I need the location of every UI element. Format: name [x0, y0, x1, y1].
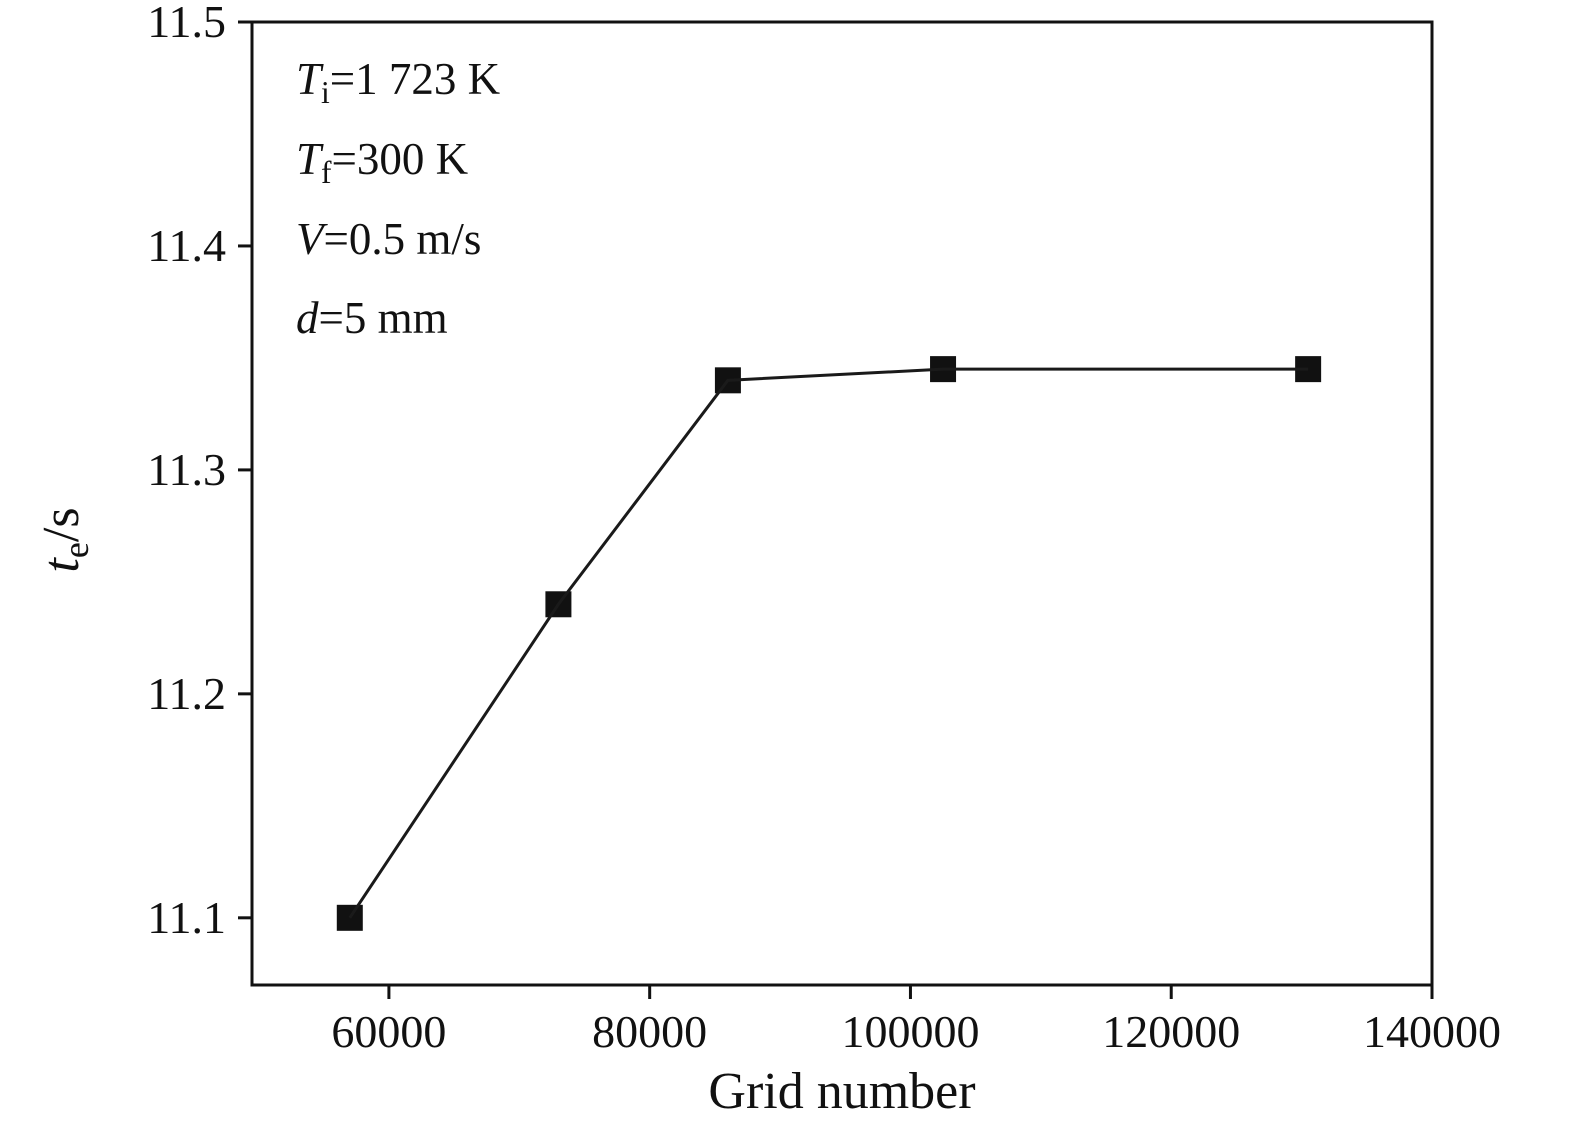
annotation-line-d: d=5 mm — [296, 285, 500, 365]
x-axis-label: Grid number — [708, 1063, 975, 1120]
y-tick-label: 11.3 — [147, 444, 226, 495]
y-axis-label: te/s — [33, 507, 96, 572]
x-tick-label: 80000 — [592, 1006, 707, 1057]
annotation-variable: V — [296, 213, 324, 264]
plot-border — [250, 20, 1434, 987]
y-axis-label-subscript: e — [56, 542, 96, 558]
y-axis-label-symbol: t — [33, 557, 90, 573]
annotation-value: =300 K — [331, 133, 469, 184]
x-tick-label: 140000 — [1363, 1006, 1501, 1057]
y-tick-label: 11.5 — [147, 0, 226, 47]
x-tick-label: 100000 — [841, 1006, 979, 1057]
annotation-variable: T — [296, 54, 322, 104]
y-axis-label-unit: /s — [33, 507, 90, 542]
data-series-line — [348, 367, 1309, 919]
annotation-variable: d — [296, 293, 319, 344]
annotation-line-tf: Tf=300 K — [296, 126, 500, 206]
annotation-line-v: V=0.5 m/s — [296, 206, 500, 286]
parameter-annotations: Ti=1 723 K Tf=300 K V=0.5 m/s d=5 mm — [296, 46, 500, 365]
annotation-subscript: f — [321, 154, 332, 190]
y-tick-label: 11.1 — [147, 892, 226, 943]
x-tick-label: 60000 — [331, 1006, 446, 1057]
annotation-value: =1 723 K — [329, 54, 501, 104]
annotation-subscript: i — [321, 74, 330, 110]
y-tick-label: 11.2 — [147, 668, 226, 719]
y-tick-label: 11.4 — [147, 220, 226, 271]
annotation-value: =0.5 m/s — [323, 213, 482, 264]
annotation-line-ti: Ti=1 723 K — [296, 46, 500, 126]
annotation-variable: T — [296, 133, 322, 184]
annotation-value: =5 mm — [318, 293, 448, 344]
x-tick-label: 120000 — [1102, 1006, 1240, 1057]
